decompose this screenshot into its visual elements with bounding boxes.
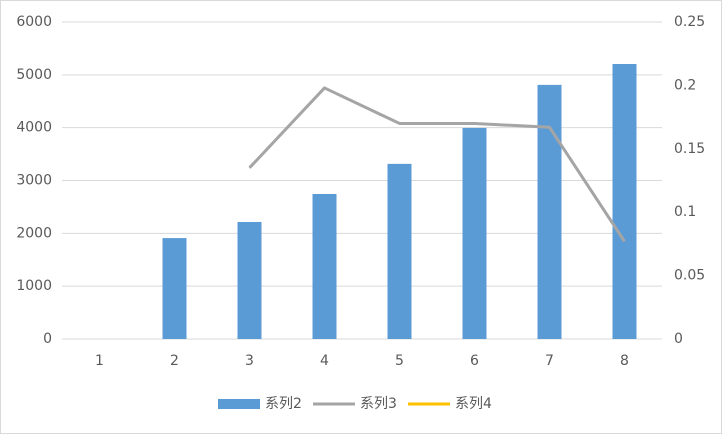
- y-tick-label: 3000: [16, 173, 52, 189]
- y2-tick-label: 0.25: [674, 14, 705, 30]
- x-tick-label: 7: [545, 353, 554, 369]
- bar: [537, 84, 562, 339]
- bar: [462, 127, 487, 339]
- x-tick-label: 1: [95, 353, 104, 369]
- bar: [237, 221, 262, 339]
- x-tick-label: 3: [245, 353, 254, 369]
- y2-tick-label: 0.1: [674, 204, 696, 220]
- y2-tick-label: 0: [674, 331, 683, 347]
- legend-label: 系列3: [360, 396, 397, 412]
- x-tick-label: 8: [620, 353, 629, 369]
- legend-label: 系列4: [455, 396, 492, 412]
- x-tick-label: 4: [320, 353, 329, 369]
- y-tick-label: 1000: [16, 278, 52, 294]
- bar: [162, 238, 187, 339]
- y2-tick-label: 0.15: [674, 141, 705, 157]
- y-tick-label: 2000: [16, 225, 52, 241]
- bar: [387, 163, 412, 339]
- bar: [612, 64, 637, 339]
- x-tick-label: 2: [170, 353, 179, 369]
- y-tick-label: 0: [43, 331, 52, 347]
- bar: [312, 193, 337, 339]
- y2-tick-label: 0.05: [674, 268, 705, 284]
- x-tick-label: 6: [470, 353, 479, 369]
- x-tick-label: 5: [395, 353, 404, 369]
- y2-tick-label: 0.2: [674, 77, 696, 93]
- legend-label: 系列2: [265, 396, 302, 412]
- y-tick-label: 5000: [16, 67, 52, 83]
- legend-swatch: [218, 399, 260, 409]
- line: [248, 86, 626, 243]
- y-tick-label: 6000: [16, 14, 52, 30]
- y-tick-label: 4000: [16, 120, 52, 136]
